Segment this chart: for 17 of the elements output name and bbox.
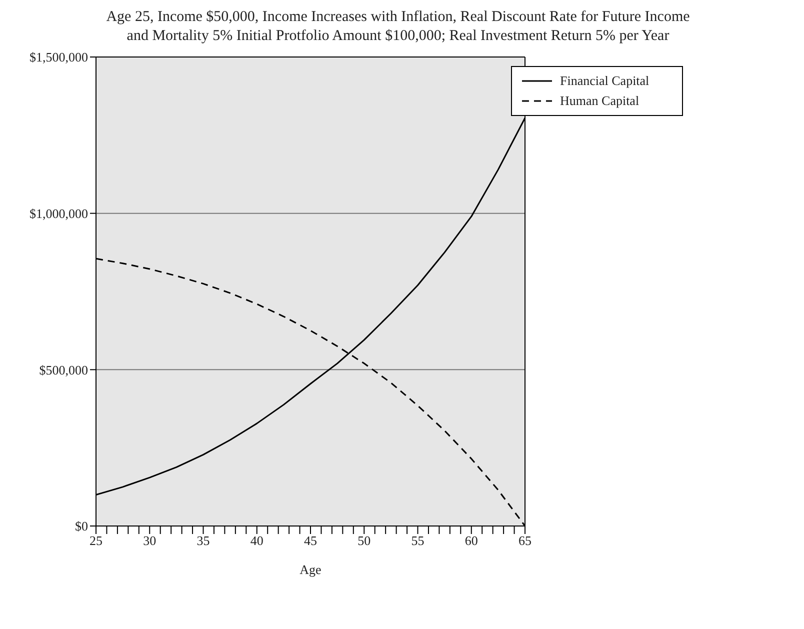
y-tick-label: $500,000 <box>39 362 88 378</box>
legend-label: Human Capital <box>560 92 640 110</box>
x-tick-label: 55 <box>411 533 424 548</box>
y-tick-label: $1,000,000 <box>30 206 88 221</box>
x-tick-label: 65 <box>518 533 532 548</box>
chart-title: Age 25, Income $50,000, Income Increases with Inflation, Real Discount Rate for Future Income and Mortality 5% Initial Protfolio Amount $100,000; Real Investment Return 5% per Year <box>105 8 691 46</box>
y-tick-label: $0 <box>75 518 88 534</box>
legend-label: Financial Capital <box>560 72 650 90</box>
x-tick-label: 60 <box>464 533 478 548</box>
x-tick-label: 30 <box>143 533 156 548</box>
x-tick-label: 50 <box>358 533 371 548</box>
x-tick-label: 40 <box>250 533 264 548</box>
x-tick-label: 25 <box>90 533 102 548</box>
x-axis-title: Age <box>300 562 322 577</box>
x-tick-label: 35 <box>196 533 210 548</box>
x-tick-label: 45 <box>304 533 317 548</box>
y-tick-label: $1,500,000 <box>30 50 88 65</box>
